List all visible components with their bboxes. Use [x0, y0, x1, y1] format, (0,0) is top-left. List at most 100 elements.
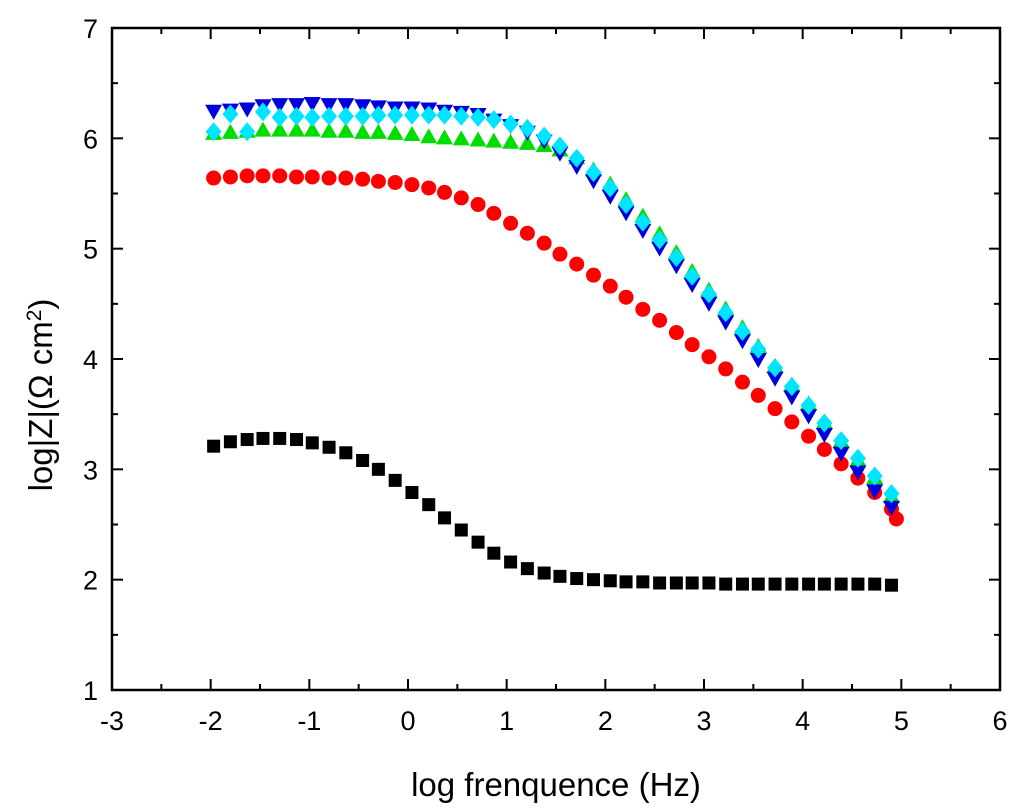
data-point-triangle-up [485, 132, 503, 148]
data-point-square [653, 576, 667, 590]
data-point-circle [816, 441, 832, 457]
data-point-triangle-down [882, 500, 900, 516]
data-point-square [751, 577, 765, 591]
data-point-circle [470, 197, 486, 213]
data-point-square [619, 575, 633, 589]
data-point-diamond [700, 284, 717, 304]
data-point-circle [718, 361, 734, 377]
data-point-triangle-up [436, 129, 454, 145]
x-tick-label: 1 [499, 706, 514, 736]
data-point-diamond [519, 118, 536, 138]
data-point-triangle-up [221, 123, 239, 139]
data-point-circle [453, 190, 469, 206]
data-point-triangle-up [452, 130, 470, 146]
data-point-square [223, 435, 237, 449]
x-tick-label: 0 [400, 706, 415, 736]
data-point-circle [602, 278, 618, 294]
data-point-triangle-up [354, 123, 372, 139]
series-circle [206, 168, 904, 527]
data-point-square [240, 433, 254, 447]
data-point-circle [239, 168, 255, 184]
y-tick-label: 4 [83, 345, 98, 375]
x-tick-label: -2 [199, 706, 223, 736]
data-point-triangle-down [320, 98, 338, 114]
data-point-diamond [222, 104, 239, 124]
data-point-triangle-up [303, 121, 321, 137]
data-point-diamond [883, 484, 900, 504]
axis-ticks [111, 27, 1001, 691]
data-point-diamond [304, 107, 321, 127]
data-point-diamond [800, 395, 817, 415]
data-point-triangle-down [354, 99, 372, 115]
data-point-square [685, 576, 699, 590]
data-point-circle [321, 170, 337, 186]
data-point-circle [437, 184, 453, 200]
data-point-circle [618, 289, 634, 305]
data-point-circle [486, 205, 502, 221]
data-point-circle [387, 174, 403, 190]
data-point-circle [272, 168, 288, 184]
series-diamond [205, 102, 900, 504]
data-point-square [454, 523, 468, 537]
data-point-square [207, 439, 221, 453]
data-point-square [702, 576, 716, 590]
data-point-diamond [321, 106, 338, 126]
data-point-diamond [254, 102, 271, 122]
y-axis-title: log|Z|(Ω cm2) [22, 299, 59, 492]
data-point-square [669, 576, 683, 590]
x-tick-label: 2 [598, 706, 613, 736]
data-point-circle [552, 246, 568, 262]
data-point-square [868, 577, 882, 591]
data-point-diamond [651, 230, 668, 250]
data-point-diamond [354, 106, 371, 126]
x-tick-label: 5 [894, 706, 909, 736]
data-point-triangle-up [403, 126, 421, 142]
data-point-diamond [568, 148, 585, 168]
data-point-triangle-up [369, 123, 387, 139]
data-point-triangle-up [254, 121, 272, 137]
data-point-diamond [205, 122, 222, 142]
data-point-circle [750, 387, 766, 403]
data-point-diamond [750, 339, 767, 359]
data-point-square [586, 573, 600, 587]
data-point-circle [503, 215, 519, 231]
data-point-triangle-down [733, 334, 751, 350]
data-point-triangle-up [518, 134, 536, 150]
data-point-circle [206, 170, 222, 186]
data-point-square [834, 577, 848, 591]
data-point-square [785, 577, 799, 591]
data-point-triangle-down [238, 102, 256, 118]
data-point-diamond [783, 377, 800, 397]
data-point-diamond [403, 105, 420, 125]
data-point-square [553, 569, 567, 583]
data-point-diamond [453, 106, 470, 126]
data-point-circle [338, 170, 354, 186]
data-point-diamond [536, 126, 553, 146]
data-point-triangle-up [271, 121, 289, 137]
data-point-diamond [767, 358, 784, 378]
data-point-diamond [485, 110, 502, 130]
y-axis-title-close: ) [22, 299, 59, 310]
data-point-diamond [684, 266, 701, 286]
data-point-square [487, 546, 501, 560]
data-point-triangle-down [303, 97, 321, 113]
data-point-square [520, 562, 534, 576]
data-point-triangle-down [717, 315, 735, 331]
data-point-square [603, 574, 617, 588]
x-tick-label: 4 [795, 706, 810, 736]
data-point-circle [784, 414, 800, 430]
data-point-diamond [668, 247, 685, 267]
data-point-square [339, 446, 353, 460]
y-tick-label: 2 [83, 566, 98, 596]
data-point-triangle-up [386, 124, 404, 140]
data-point-circle [833, 456, 849, 472]
y-tick-label: 3 [83, 455, 98, 485]
data-point-triangle-up [320, 122, 338, 138]
data-point-circle [668, 325, 684, 341]
data-point-square [884, 578, 898, 592]
data-point-circle [801, 428, 817, 444]
data-point-triangle-down [205, 104, 223, 120]
x-axis-title: log frenquence (Hz) [411, 766, 701, 803]
y-tick-label: 5 [83, 235, 98, 265]
data-point-circle [289, 169, 305, 185]
